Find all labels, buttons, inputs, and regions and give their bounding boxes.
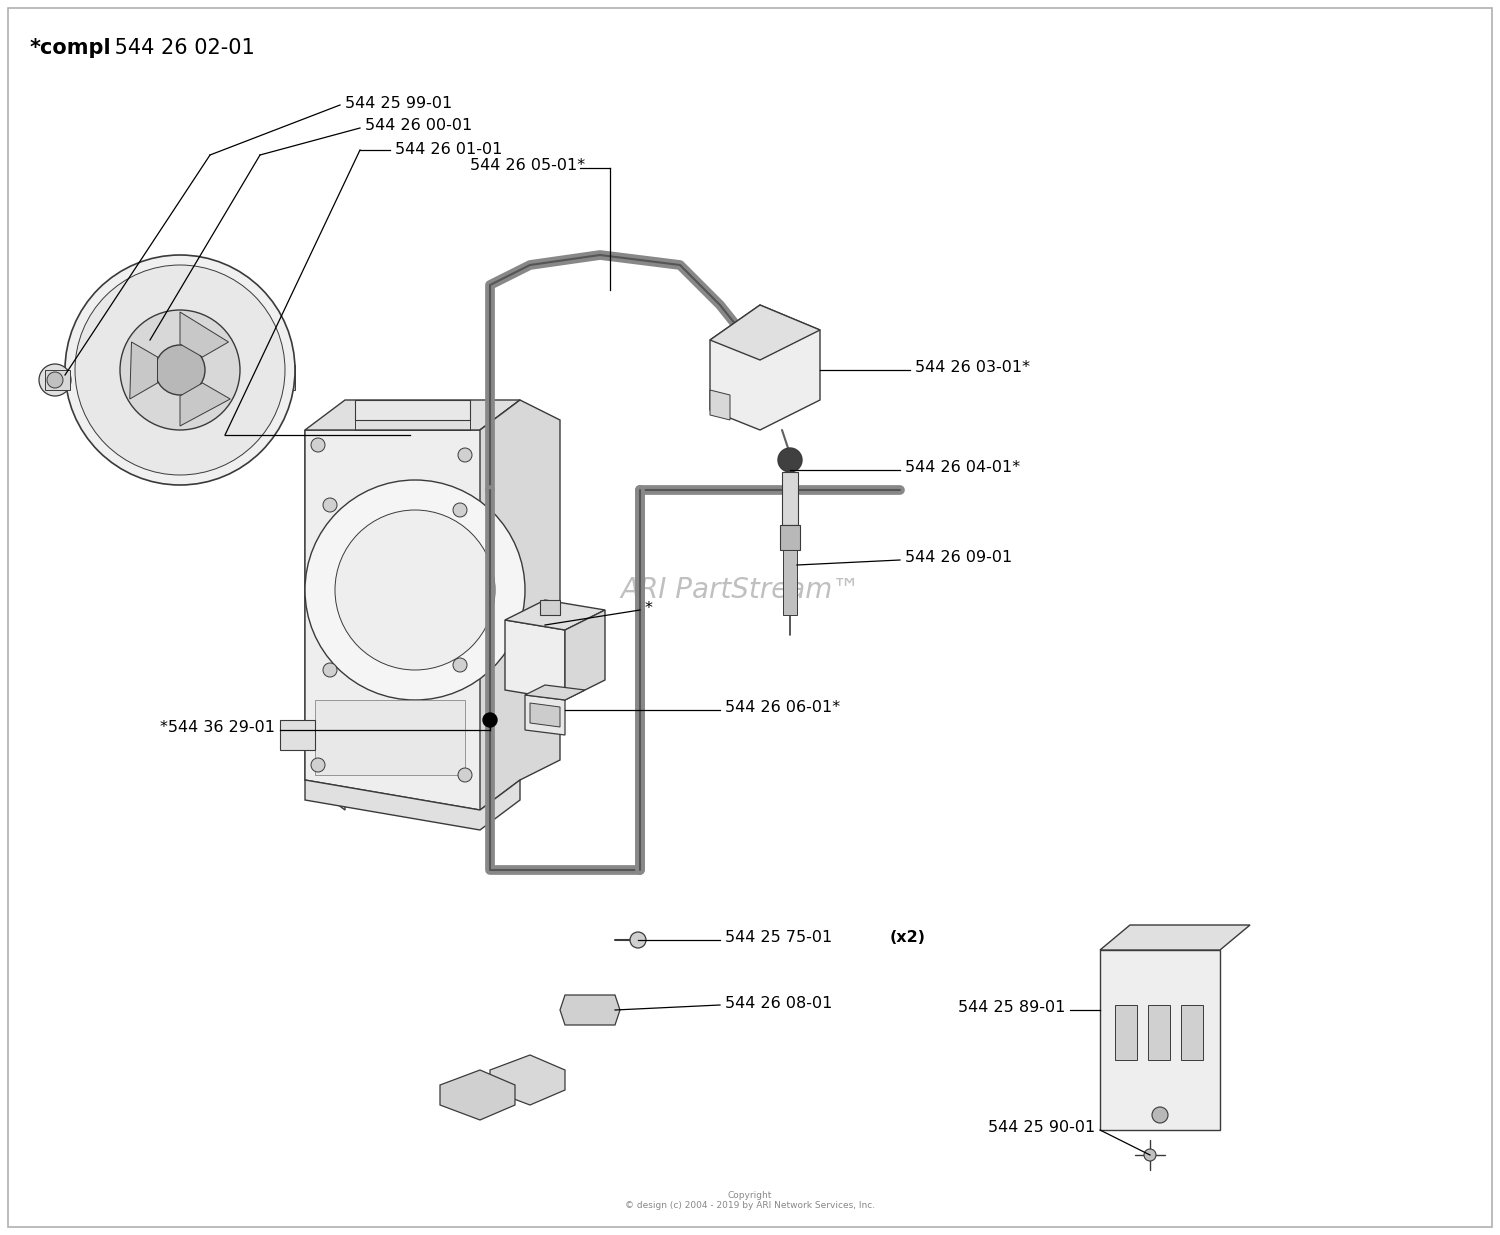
Polygon shape [130,342,158,399]
Circle shape [39,364,70,396]
Polygon shape [525,685,585,700]
Circle shape [310,438,326,452]
Circle shape [322,498,338,513]
Polygon shape [710,305,821,359]
Text: 544 26 09-01: 544 26 09-01 [904,551,1013,566]
Text: *544 36 29-01: *544 36 29-01 [160,720,274,736]
Circle shape [310,758,326,772]
Polygon shape [506,620,566,700]
Polygon shape [280,720,315,750]
Polygon shape [304,430,520,810]
Polygon shape [530,703,560,727]
Text: 544 26 08-01: 544 26 08-01 [724,995,833,1010]
Polygon shape [64,366,296,390]
Circle shape [1152,1107,1168,1123]
Circle shape [334,510,495,671]
Circle shape [120,310,240,430]
Text: 544 26 05-01*: 544 26 05-01* [470,158,585,173]
Polygon shape [304,781,520,830]
Polygon shape [710,390,730,420]
Text: 544 25 90-01: 544 25 90-01 [987,1120,1095,1135]
Polygon shape [480,400,560,810]
Text: 544 26 04-01*: 544 26 04-01* [904,461,1020,475]
Polygon shape [180,383,230,426]
Text: 544 26 01-01: 544 26 01-01 [394,142,502,158]
Polygon shape [480,400,520,459]
Polygon shape [304,430,345,810]
Circle shape [630,932,646,948]
Circle shape [458,768,472,782]
Polygon shape [45,370,70,390]
Text: *compl: *compl [30,38,111,58]
Polygon shape [782,472,798,525]
Circle shape [304,480,525,700]
Polygon shape [356,400,470,420]
Polygon shape [783,550,796,615]
Polygon shape [566,610,604,700]
Text: ARI PartStream™: ARI PartStream™ [620,576,860,604]
Text: 544 26 02-01: 544 26 02-01 [108,38,255,58]
Text: *: * [645,600,652,615]
Text: (x2): (x2) [890,930,926,946]
Circle shape [483,713,496,727]
Bar [1148,1005,1170,1060]
Text: 544 25 75-01: 544 25 75-01 [724,930,837,946]
Polygon shape [506,600,604,630]
Polygon shape [1100,925,1250,950]
Polygon shape [490,1055,566,1105]
Circle shape [453,658,466,672]
Polygon shape [710,305,821,430]
Circle shape [778,448,802,472]
Circle shape [453,503,466,517]
Polygon shape [780,525,800,550]
Text: Copyright
© design (c) 2004 - 2019 by ARI Network Services, Inc.: Copyright © design (c) 2004 - 2019 by AR… [626,1191,874,1210]
Polygon shape [304,400,520,430]
Polygon shape [560,995,620,1025]
Circle shape [75,266,285,475]
Circle shape [1144,1149,1156,1161]
Circle shape [46,372,63,388]
Polygon shape [315,700,465,776]
Polygon shape [540,600,560,615]
Circle shape [154,345,206,395]
Text: 544 26 03-01*: 544 26 03-01* [915,361,1030,375]
Text: 544 25 99-01: 544 25 99-01 [345,95,453,110]
Polygon shape [525,695,566,735]
Text: 544 25 89-01: 544 25 89-01 [957,1000,1065,1015]
Bar [1180,1005,1203,1060]
Circle shape [64,254,296,485]
Bar [1114,1005,1137,1060]
Text: 544 26 00-01: 544 26 00-01 [364,119,472,133]
Circle shape [458,448,472,462]
Polygon shape [180,312,228,357]
Polygon shape [1100,950,1220,1130]
Polygon shape [440,1070,515,1120]
Text: 544 26 06-01*: 544 26 06-01* [724,700,840,715]
Circle shape [322,663,338,677]
